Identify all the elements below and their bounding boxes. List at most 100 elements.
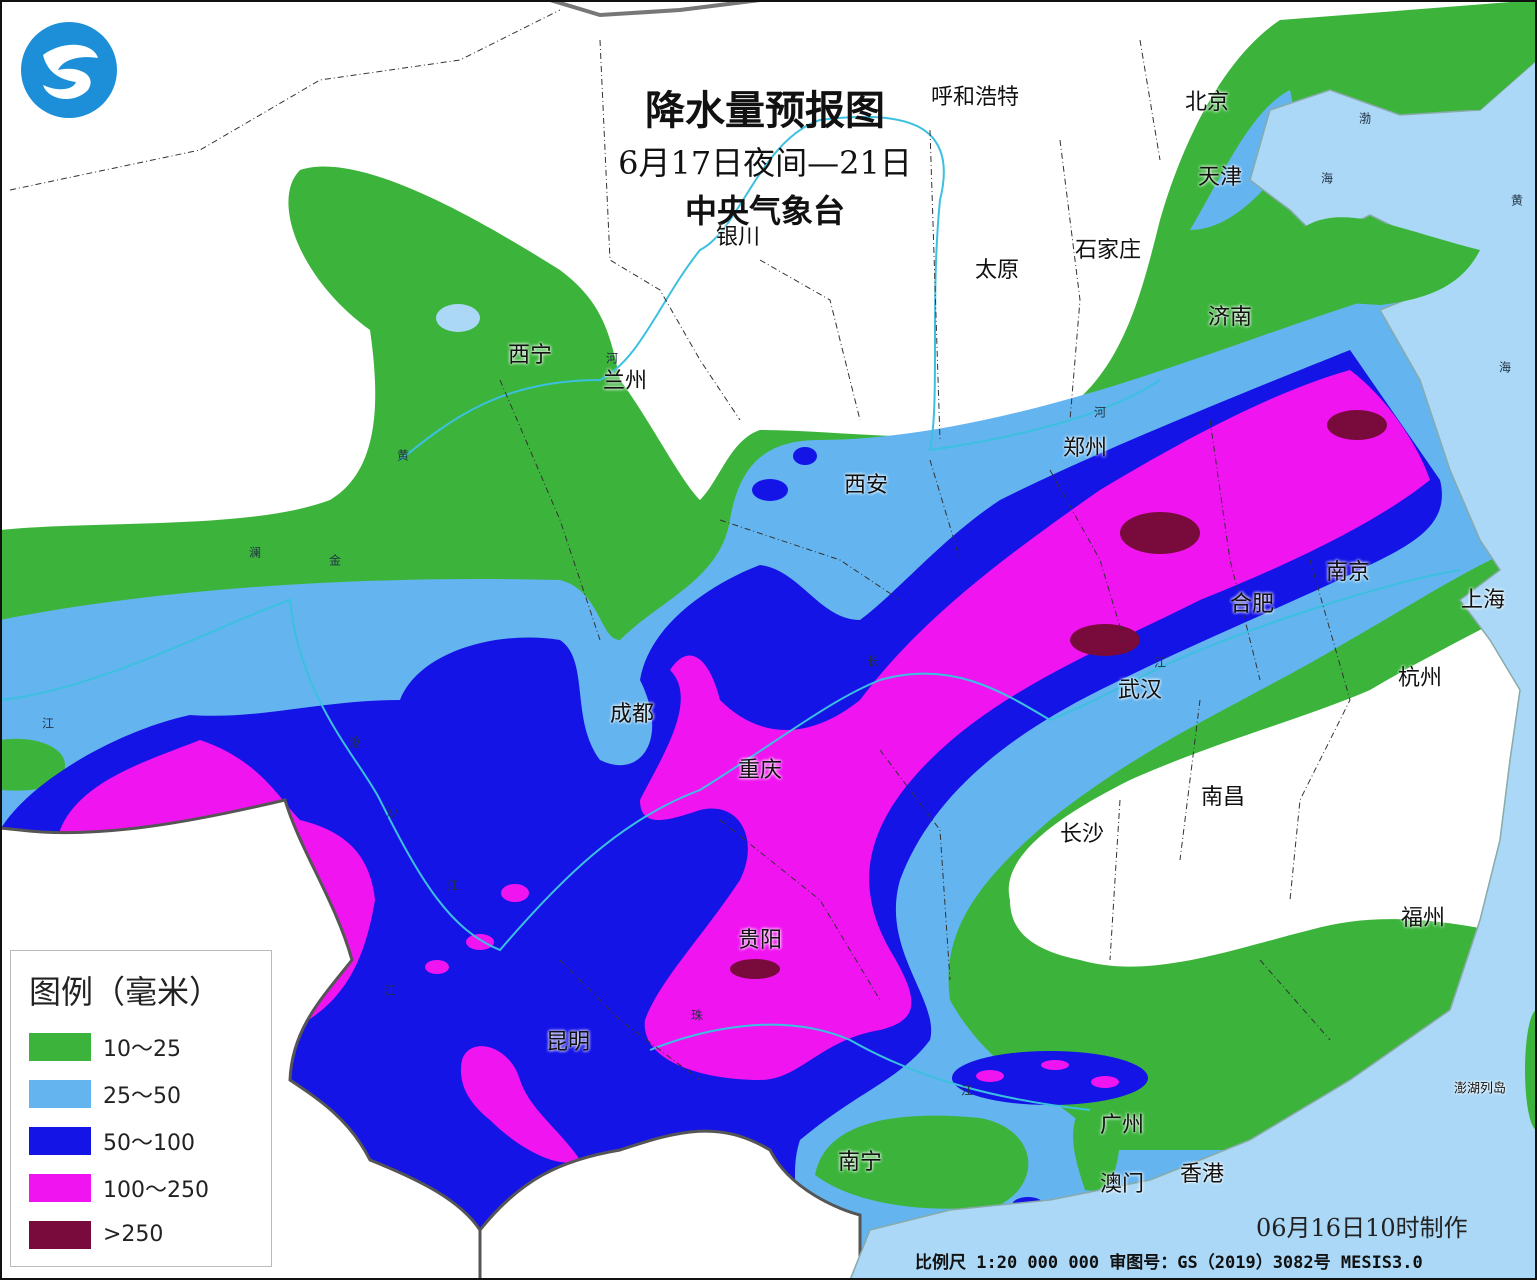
- zone-over-250: [1120, 512, 1200, 554]
- legend-label: 50～100: [103, 1130, 195, 1156]
- sea: [849, 59, 1537, 1280]
- city-label: 西宁: [507, 343, 553, 368]
- zone-over-250: [730, 959, 780, 979]
- city-label: 郑州: [1062, 436, 1108, 461]
- city-label: 武汉: [1117, 678, 1163, 703]
- geo-label: 河: [1093, 405, 1107, 420]
- city-label: 广州: [1099, 1113, 1145, 1138]
- geo-label: 澜: [248, 545, 262, 560]
- scale-and-approval: 比例尺 1:20 000 000 审图号：GS（2019）3082号 MESIS…: [915, 1253, 1423, 1273]
- city-label: 合肥: [1229, 592, 1275, 617]
- city-label: 南京: [1325, 560, 1371, 585]
- legend-item: >250: [29, 1211, 271, 1258]
- geo-label: 黄: [1510, 193, 1524, 208]
- province-borders: [9, 9, 1351, 1081]
- legend-label: 25～50: [103, 1083, 181, 1109]
- liaodong-peninsula: [1400, 10, 1537, 110]
- geo-label: 沙: [385, 805, 399, 820]
- city-label: 重庆: [737, 758, 783, 783]
- city-label: 杭州: [1397, 666, 1443, 691]
- geo-label: 江: [41, 716, 55, 731]
- foreign-territory-south: [478, 1129, 862, 1280]
- geo-label: 海: [1498, 360, 1512, 375]
- city-label: 石家庄: [1074, 238, 1142, 263]
- cma-logo: [18, 20, 120, 120]
- legend-swatch: [29, 1173, 91, 1202]
- zone-100-250-spot: [1091, 1076, 1119, 1088]
- city-label: 上海: [1460, 588, 1506, 613]
- city-label: 贵阳: [737, 928, 783, 953]
- legend: 图例（毫米） 10～25 25～50 50～100 100～250 >250: [10, 950, 272, 1267]
- zone-50-100-guangdong: [952, 1051, 1148, 1105]
- zone-100-250-southwest: [460, 1046, 580, 1163]
- zone-10-25-west: [0, 738, 65, 791]
- logo-icon: [21, 22, 117, 118]
- geo-label: 黄: [396, 448, 410, 463]
- zone-50-100-xian-b: [752, 479, 788, 501]
- taiwan: [1525, 1010, 1537, 1130]
- geo-label: 江: [446, 878, 460, 893]
- zone-100-250-spot: [976, 1070, 1004, 1082]
- shandong-peninsula: [1300, 217, 1480, 305]
- zone-100-250-spot: [501, 884, 529, 902]
- city-label: 呼和浩特: [930, 85, 1020, 110]
- yellow-river: [399, 115, 1161, 461]
- legend-item: 50～100: [29, 1117, 271, 1164]
- city-label: 长沙: [1059, 822, 1105, 847]
- geo-label: 珠: [690, 1008, 704, 1023]
- city-label: 澎湖列岛: [1453, 1081, 1507, 1097]
- zone-100-250-spot: [1041, 1060, 1069, 1070]
- geo-label: 江: [383, 983, 397, 998]
- city-label: 澳门: [1099, 1172, 1145, 1197]
- city-label: 太原: [974, 258, 1020, 283]
- zone-over-250: [1327, 410, 1387, 440]
- zone-100-250-spot: [425, 960, 449, 974]
- map-title-block: 降水量预报图 6月17日夜间—21日 中央气象台: [618, 78, 912, 232]
- pearl-river: [649, 1023, 1091, 1111]
- city-label: 济南: [1207, 305, 1253, 330]
- legend-item: 100～250: [29, 1164, 271, 1211]
- city-label: 银川: [715, 225, 761, 250]
- geo-label: 长: [866, 654, 880, 669]
- zone-10-25-guangxi: [815, 1115, 1029, 1209]
- legend-title: 图例（毫米）: [29, 973, 222, 1011]
- city-label: 成都: [609, 702, 655, 727]
- legend-swatch: [29, 1079, 91, 1108]
- zone-100-250-spot: [466, 934, 494, 950]
- zone-50-100-xian-a: [793, 447, 817, 465]
- forecast-period: 6月17日夜间—21日: [618, 144, 912, 182]
- legend-item: 25～50: [29, 1070, 271, 1117]
- city-label: 南宁: [837, 1150, 883, 1175]
- geo-label: 海: [1320, 171, 1334, 186]
- production-time: 06月16日10时制作: [1256, 1214, 1468, 1242]
- geo-label: 沧: [348, 735, 362, 750]
- city-label: 天津: [1197, 165, 1243, 190]
- legend-swatch: [29, 1126, 91, 1155]
- city-label: 昆明: [545, 1030, 591, 1055]
- map-title: 降水量预报图: [645, 87, 885, 134]
- geo-label: 江: [960, 1083, 974, 1098]
- legend-label: >250: [103, 1222, 164, 1247]
- city-label: 北京: [1184, 90, 1230, 115]
- legend-item: 10～25: [29, 1023, 271, 1070]
- no-rain-southeast: [1008, 600, 1537, 967]
- geo-label: 江: [1153, 655, 1167, 670]
- issuer: 中央气象台: [684, 192, 845, 230]
- national-border-north: [549, 0, 761, 18]
- legend-label: 10～25: [103, 1036, 181, 1062]
- zone-10-25-guangdong: [1073, 1106, 1120, 1191]
- legend-swatch: [29, 1032, 91, 1061]
- zone-over-250: [1070, 624, 1140, 656]
- city-label: 兰州: [602, 369, 648, 394]
- geo-label: 金: [328, 553, 342, 568]
- zone-100-250-main: [640, 370, 1430, 1080]
- city-label: 西安: [843, 473, 889, 498]
- geo-label: 渤: [1358, 111, 1372, 126]
- city-label: 南昌: [1200, 785, 1246, 810]
- yangtze-river: [0, 569, 1461, 952]
- lake-qinghai: [436, 304, 480, 332]
- geo-label: 河: [605, 351, 619, 366]
- legend-label: 100～250: [103, 1177, 209, 1203]
- city-label: 香港: [1179, 1162, 1225, 1187]
